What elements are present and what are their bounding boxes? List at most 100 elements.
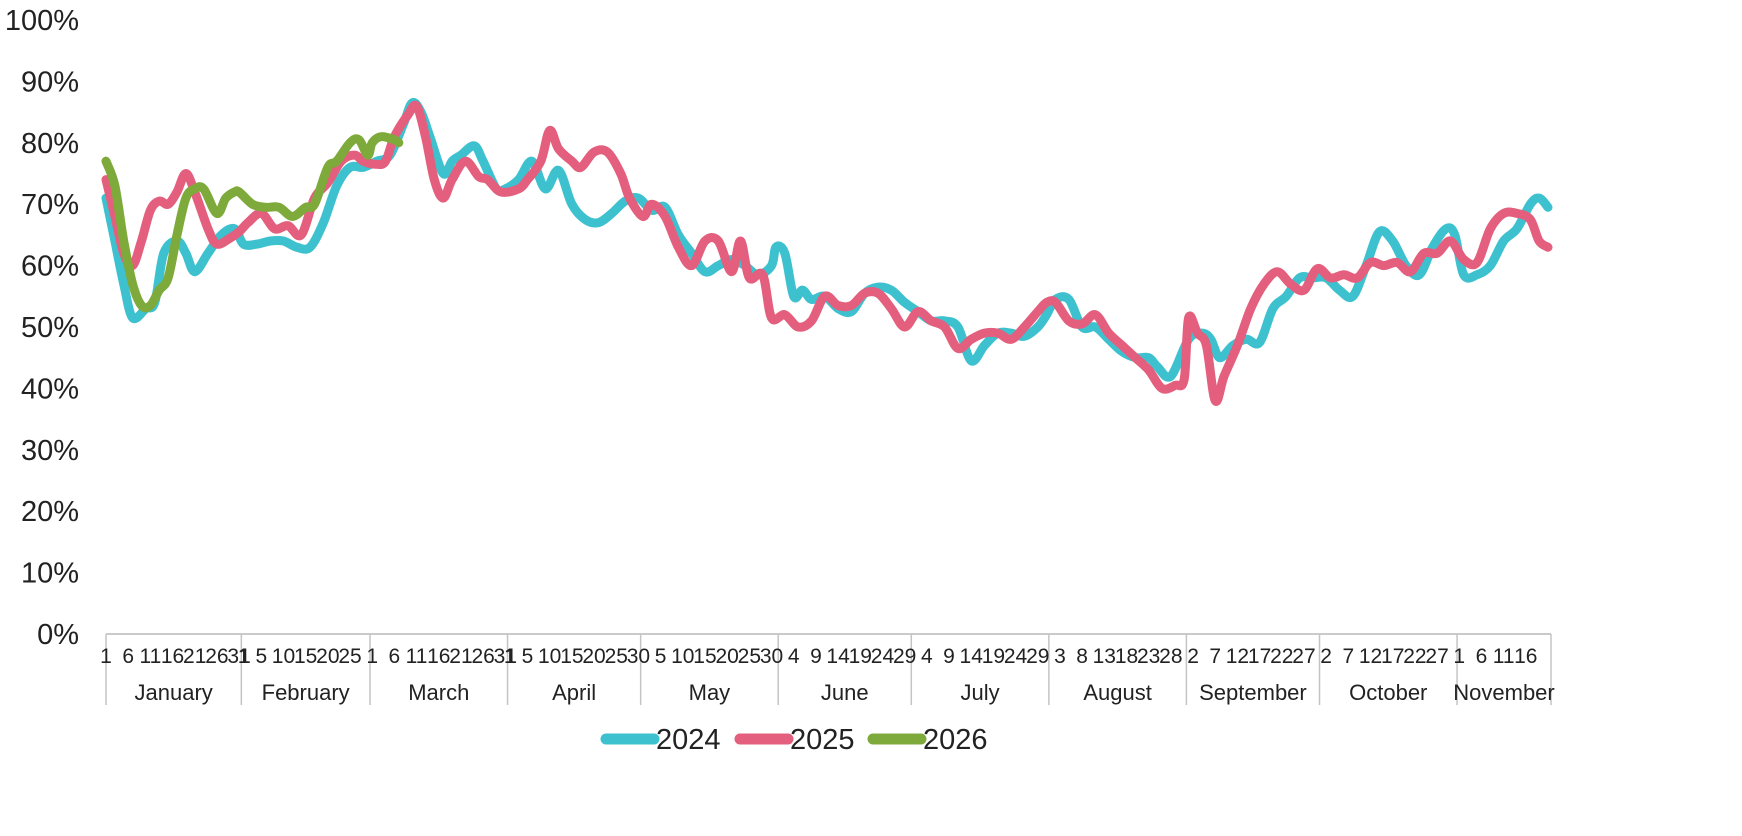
day-tick-label: 1 <box>100 645 112 668</box>
day-tick-label: 11 <box>1493 645 1515 668</box>
day-tick-label: 23 <box>1137 645 1160 668</box>
day-tick-label: 11 <box>139 645 161 668</box>
month-label: November <box>1453 680 1554 705</box>
day-tick-label: 25 <box>338 645 361 668</box>
day-tick-label: 16 <box>1514 645 1537 668</box>
y-tick-label: 10% <box>21 558 79 590</box>
day-tick-label: 27 <box>1292 645 1315 668</box>
y-tick-label: 70% <box>21 189 79 221</box>
day-tick-label: 1 <box>1453 645 1465 668</box>
y-tick-label: 60% <box>21 251 79 283</box>
day-tick-label: 8 <box>1076 645 1088 668</box>
day-tick-label: 1 <box>366 645 378 668</box>
day-tick-label: 4 <box>788 645 800 668</box>
day-tick-label: 20 <box>582 645 605 668</box>
day-tick-label: 9 <box>943 645 955 668</box>
day-tick-label: 31 <box>227 645 250 668</box>
y-tick-label: 20% <box>21 496 79 528</box>
legend-label-2026: 2026 <box>923 724 988 756</box>
month-label: October <box>1349 680 1427 705</box>
month-label: July <box>961 680 1000 705</box>
y-tick-label: 30% <box>21 435 79 467</box>
day-tick-label: 30 <box>627 645 650 668</box>
day-tick-label: 30 <box>760 645 783 668</box>
day-tick-label: 26 <box>471 645 494 668</box>
day-tick-label: 25 <box>738 645 761 668</box>
day-tick-label: 12 <box>1359 645 1382 668</box>
month-label: March <box>408 680 469 705</box>
day-tick-label: 2 <box>1320 645 1332 668</box>
day-tick-label: 24 <box>871 645 895 668</box>
day-tick-label: 10 <box>272 645 295 668</box>
day-tick-label: 22 <box>1270 645 1293 668</box>
month-label: June <box>821 680 869 705</box>
day-tick-label: 6 <box>389 645 401 668</box>
day-tick-label: 24 <box>1004 645 1028 668</box>
day-tick-label: 25 <box>605 645 628 668</box>
day-tick-label: 26 <box>205 645 228 668</box>
day-tick-label: 6 <box>122 645 134 668</box>
series-line-2024 <box>101 98 1553 382</box>
day-tick-label: 13 <box>1093 645 1116 668</box>
y-axis: 0% 10% 20% 30% 40% 50% 60% 70% 80% 90% 100% <box>5 5 79 651</box>
legend-label-2025: 2025 <box>790 724 855 756</box>
month-label: September <box>1199 680 1307 705</box>
day-tick-label: 27 <box>1425 645 1448 668</box>
day-tick-label: 7 <box>1209 645 1221 668</box>
y-tick-label: 90% <box>21 66 79 98</box>
day-tick-label: 19 <box>982 645 1005 668</box>
day-tick-label: 15 <box>560 645 583 668</box>
day-tick-label: 16 <box>427 645 450 668</box>
day-tick-label: 3 <box>1054 645 1066 668</box>
day-tick-label: 10 <box>671 645 694 668</box>
day-tick-label: 15 <box>294 645 317 668</box>
day-tick-label: 1 <box>238 645 250 668</box>
day-tick-label: 5 <box>522 645 534 668</box>
day-tick-label: 4 <box>921 645 933 668</box>
day-tick-label: 9 <box>810 645 822 668</box>
day-tick-label: 5 <box>255 645 267 668</box>
y-tick-label: 40% <box>21 373 79 405</box>
legend-label-2024: 2024 <box>656 724 721 756</box>
plot-area <box>101 98 1553 406</box>
day-tick-label: 1 <box>504 645 516 668</box>
day-tick-label: 21 <box>183 645 206 668</box>
day-tick-label: 6 <box>1476 645 1488 668</box>
day-tick-label: 17 <box>1381 645 1404 668</box>
day-tick-label: 5 <box>655 645 667 668</box>
month-label: August <box>1083 680 1152 705</box>
day-tick-label: 16 <box>161 645 184 668</box>
series-line-2025 <box>101 100 1553 406</box>
day-tick-label: 11 <box>406 645 428 668</box>
month-label: February <box>262 680 350 705</box>
day-tick-label: 28 <box>1159 645 1182 668</box>
day-tick-label: 12 <box>1226 645 1249 668</box>
day-tick-label: 19 <box>849 645 872 668</box>
day-tick-label: 17 <box>1248 645 1271 668</box>
day-tick-label: 10 <box>538 645 561 668</box>
day-tick-label: 22 <box>1403 645 1426 668</box>
y-tick-label: 80% <box>21 128 79 160</box>
day-tick-label: 20 <box>715 645 738 668</box>
day-tick-label: 20 <box>316 645 339 668</box>
day-tick-label: 14 <box>960 645 984 668</box>
day-tick-label: 18 <box>1115 645 1138 668</box>
day-tick-label: 29 <box>1026 645 1049 668</box>
y-tick-label: 100% <box>5 5 79 37</box>
day-tick-label: 29 <box>893 645 916 668</box>
day-tick-label: 21 <box>449 645 472 668</box>
legend: 2024 2025 2026 <box>600 724 988 756</box>
series-line-2026 <box>101 132 404 313</box>
month-label: January <box>135 680 213 705</box>
y-tick-label: 0% <box>37 619 79 651</box>
day-tick-label: 2 <box>1187 645 1199 668</box>
month-label: May <box>689 680 731 705</box>
day-tick-label: 14 <box>826 645 850 668</box>
day-tick-label: 31 <box>494 645 517 668</box>
y-tick-label: 50% <box>21 312 79 344</box>
day-tick-label: 15 <box>693 645 716 668</box>
day-tick-label: 7 <box>1342 645 1354 668</box>
